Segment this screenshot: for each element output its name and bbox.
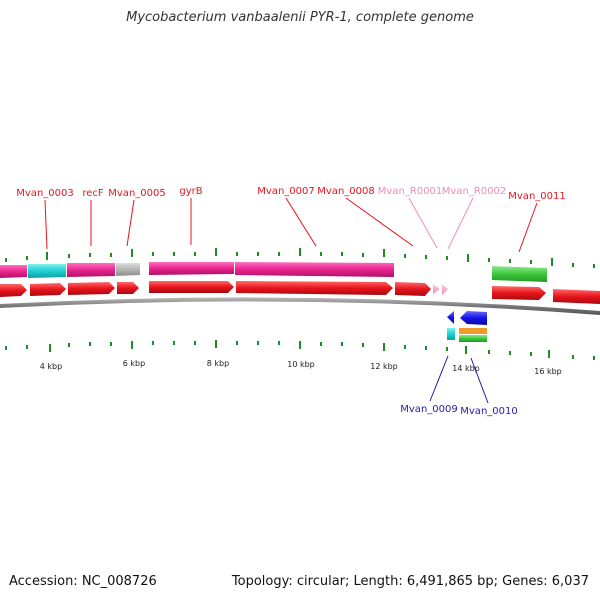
- genome-summary: Topology: circular; Length: 6,491,865 bp…: [231, 574, 589, 589]
- leader-lines: [44, 197, 538, 404]
- gene-label: Mvan_0003: [16, 188, 73, 199]
- gene-label: Mvan_0009: [400, 404, 457, 415]
- gene-label: Mvan_0010: [460, 406, 517, 417]
- cds-arrow: [492, 286, 546, 300]
- gene-label: Mvan_R0001: [378, 186, 442, 197]
- gene-label: recF: [82, 188, 104, 199]
- gene-bar: [492, 266, 547, 282]
- cds-arrow: [0, 284, 27, 297]
- cds-arrow-reverse: [460, 311, 487, 325]
- top-tick-row: [5, 248, 595, 268]
- rna-marker: [433, 284, 440, 294]
- gene-bar: [459, 335, 487, 342]
- scale-label: 12 kbp: [370, 362, 398, 371]
- gene-bar: [235, 262, 394, 277]
- cds-arrow: [149, 281, 234, 293]
- gene-label: Mvan_0007: [257, 186, 314, 197]
- gene-bar: [28, 264, 66, 278]
- bottom-tick-row: [5, 340, 595, 360]
- scale-label: 16 kbp: [534, 367, 562, 376]
- gene-label: Mvan_0008: [317, 186, 374, 197]
- gene-bar: [459, 328, 487, 334]
- rna-marker: [442, 284, 448, 295]
- genome-backbone: [0, 297, 600, 315]
- map-title: Mycobacterium vanbaalenii PYR-1, complet…: [126, 10, 474, 25]
- scale-label: 8 kbp: [207, 359, 229, 368]
- scale-label: 4 kbp: [40, 362, 62, 371]
- scale-label: 10 kbp: [287, 360, 315, 369]
- cds-arrow: [553, 289, 600, 304]
- gene-bar: [447, 328, 455, 340]
- cds-arrow: [117, 282, 139, 294]
- accession-label: Accession: NC_008726: [9, 574, 157, 589]
- gene-bar: [0, 265, 27, 278]
- gene-label: Mvan_R0002: [442, 186, 506, 197]
- gene-track: [0, 262, 547, 282]
- gene-label: Mvan_0005: [108, 188, 165, 199]
- cds-arrow: [395, 282, 431, 296]
- cds-arrow: [68, 282, 115, 295]
- scale-label-group: 4 kbp 6 kbp 8 kbp 10 kbp 12 kbp 14 kbp 1…: [40, 359, 562, 376]
- cds-arrow: [236, 281, 393, 295]
- gene-label: Mvan_0011: [508, 191, 565, 202]
- gene-bar: [116, 263, 140, 276]
- cds-arrow: [30, 283, 66, 296]
- gene-label-group: Mvan_0003 recF Mvan_0005 gyrB Mvan_0007 …: [16, 186, 565, 417]
- cds-track: [0, 281, 600, 304]
- gene-bar: [67, 263, 115, 277]
- scale-label: 14 kbp: [452, 364, 480, 373]
- gene-label: gyrB: [179, 186, 202, 197]
- cds-arrow-reverse: [447, 311, 454, 324]
- gene-bar: [149, 262, 234, 275]
- scale-label: 6 kbp: [123, 359, 145, 368]
- minus-strand-track: [447, 311, 487, 342]
